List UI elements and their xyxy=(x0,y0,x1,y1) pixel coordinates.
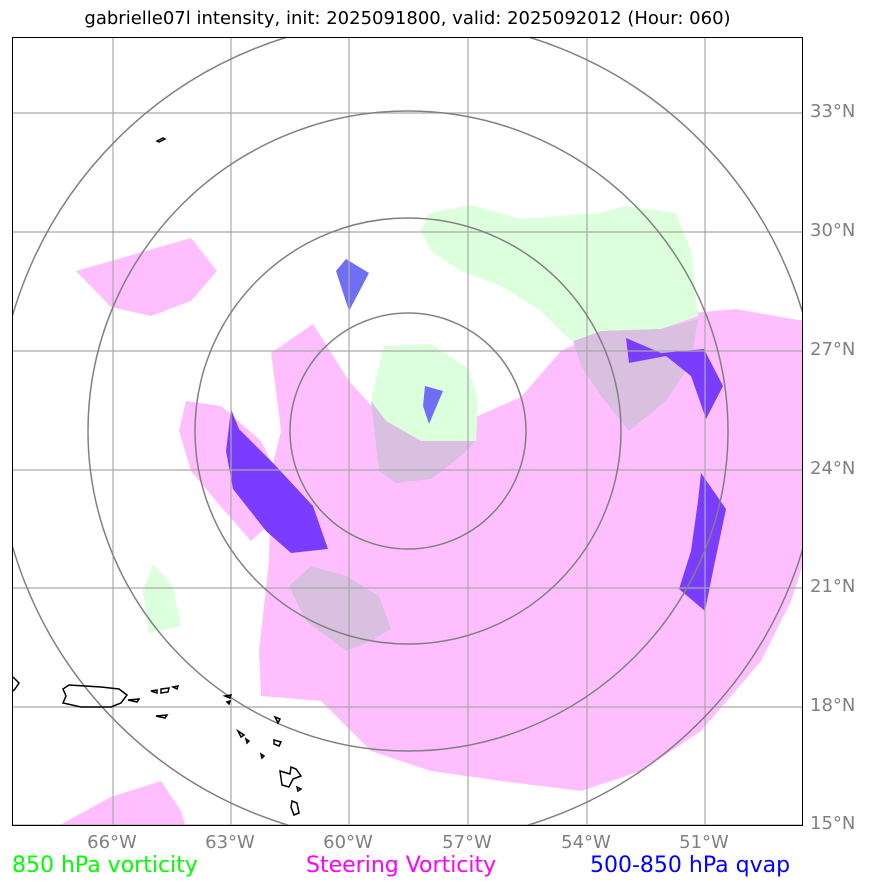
lon-label-51w: 51°W xyxy=(679,832,729,853)
coast-dominica xyxy=(290,799,300,816)
legend-qvap: 500-850 hPa qvap xyxy=(590,853,791,878)
lat-label-27n: 27°N xyxy=(810,339,856,360)
coast-st-kitts xyxy=(236,728,246,739)
legend-850hpa-vorticity: 850 hPa vorticity xyxy=(12,853,198,878)
range-ring-3 xyxy=(87,110,729,752)
coast-montserrat xyxy=(244,737,251,745)
coast-guadeloupe xyxy=(279,765,303,788)
lon-label-57w: 57°W xyxy=(442,832,492,853)
coast-barbuda xyxy=(273,715,282,725)
range-ring-1 xyxy=(289,312,527,550)
overlap-south xyxy=(289,566,391,651)
map-canvas xyxy=(13,38,802,825)
qvap-west-band xyxy=(226,409,328,553)
steering-vorticity-southwest-patch xyxy=(59,781,186,825)
coast-virgin-islands-3 xyxy=(170,685,180,691)
coast-redonda xyxy=(259,752,266,760)
vorticity-850-west-patch xyxy=(143,564,181,633)
lat-label-24n: 24°N xyxy=(810,458,856,479)
lat-label-18n: 18°N xyxy=(810,695,856,716)
coast-anguilla xyxy=(222,694,233,699)
range-rings xyxy=(13,38,802,825)
coast-vieques xyxy=(127,698,141,703)
qvap-center-patch xyxy=(423,386,443,424)
range-ring-2 xyxy=(194,217,622,645)
steering-vorticity-northwest-patch xyxy=(76,238,217,316)
lon-label-60w: 60°W xyxy=(323,832,373,853)
lon-label-54w: 54°W xyxy=(561,832,611,853)
vorticity-850-north-region xyxy=(421,205,698,341)
lat-label-15n: 15°N xyxy=(810,813,856,834)
coast-puerto-rico xyxy=(61,684,129,708)
qvap-east-band xyxy=(679,473,726,611)
coast-antigua xyxy=(273,739,283,747)
lat-label-30n: 30°N xyxy=(810,220,856,241)
lon-label-66w: 66°W xyxy=(87,832,137,853)
lat-label-33n: 33°N xyxy=(810,101,856,122)
coast-virgin-islands-1 xyxy=(150,689,158,695)
lat-label-21n: 21°N xyxy=(810,576,856,597)
coast-marie-galante xyxy=(295,785,303,793)
overlap-central xyxy=(371,401,476,483)
map-panel xyxy=(12,37,803,826)
coast-bermuda xyxy=(155,137,167,143)
coast-st-croix xyxy=(155,714,169,719)
qvap-northeast-patch xyxy=(626,338,723,419)
qvap-layer xyxy=(226,259,726,611)
coast-st-martin xyxy=(225,699,232,706)
qvap-north-patch xyxy=(336,259,369,311)
map-title: gabrielle07l intensity, init: 2025091800… xyxy=(84,8,731,29)
coastlines xyxy=(13,137,303,816)
coast-virgin-islands-2 xyxy=(160,687,170,694)
legend-steering-vorticity: Steering Vorticity xyxy=(306,853,497,878)
coast-hispaniola-edge xyxy=(13,676,20,692)
lon-label-63w: 63°W xyxy=(205,832,255,853)
steering-vorticity-main-region xyxy=(259,309,802,791)
